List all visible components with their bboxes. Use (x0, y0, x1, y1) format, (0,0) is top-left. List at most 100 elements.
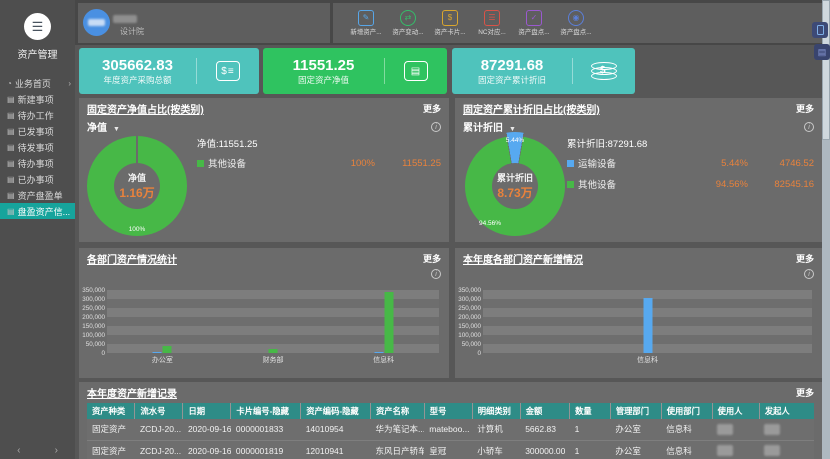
slice-label: 100% (128, 226, 146, 233)
panel-dept-new: 本年度各部门资产新增情况 更多 i 350,000 300,000 250,000 2… (455, 248, 822, 378)
sidebar-item-1[interactable]: ▤ 新建事项 (0, 91, 75, 107)
sidebar-item-2[interactable]: ▤ 待办工作 (0, 107, 75, 123)
column-header: 金额 (519, 403, 570, 419)
more-link[interactable]: 更多 (795, 388, 814, 398)
legend-swatch-icon (567, 159, 574, 167)
green-series-bar[interactable] (384, 292, 394, 353)
toolbar-item-3[interactable]: ☰ NC对应... (471, 9, 513, 37)
more-link[interactable]: 更多 (422, 104, 441, 114)
card-annual-purchase[interactable]: 305662.83 年度资产采购总额 $≡ (79, 48, 259, 94)
pager-next-icon[interactable]: › (54, 445, 58, 456)
sidebar-item-label: 盘盈资产信... (17, 206, 71, 217)
y-axis-tick: 350,000 (458, 287, 481, 294)
toolbar: ✎ 新增资产... ⇄ 资产变动... $ 资产卡片... ☰ NC对应... ✓ 资产盘点...… (333, 3, 822, 43)
y-axis-tick: 300,000 (458, 296, 481, 303)
legend-swatch-icon (197, 159, 204, 167)
green-series-bar[interactable] (268, 349, 278, 353)
sidebar-item-0[interactable]: ◔ 业务首页 › (0, 75, 75, 91)
toolbar-item-label: 资产变动... (392, 28, 424, 36)
donut-depreciation[interactable]: 累计折旧 8.73万 5.44% 94.56% (465, 132, 565, 236)
metric-dropdown[interactable]: 净值 ▼ (87, 123, 120, 134)
blue-series-bar[interactable] (152, 352, 162, 353)
column-header: 卡片编号-隐藏 (230, 403, 301, 419)
metric-dropdown[interactable]: 累计折旧 ▼ (463, 123, 516, 134)
y-axis-tick: 350,000 (82, 287, 105, 294)
card-depreciation[interactable]: 87291.68 固定资产累计折旧 $ (452, 48, 635, 94)
column-header: 型号 (423, 403, 473, 419)
donut-net-value[interactable]: 净值 1.16万 100% (87, 136, 187, 236)
avatar[interactable] (83, 9, 110, 36)
coins-icon: $ (591, 62, 617, 80)
table-cell: 华为笔记本... (370, 419, 425, 441)
more-link[interactable]: 更多 (795, 104, 814, 114)
asset-add-icon: ✎ (358, 9, 374, 26)
more-link[interactable]: 更多 (795, 254, 814, 264)
toolbar-item-1[interactable]: ⇄ 资产变动... (387, 9, 429, 37)
sidebar-item-6[interactable]: ▤ 已办事项 (0, 171, 75, 187)
user-section[interactable]: 设计院 (78, 3, 330, 43)
home-icon: ◔ (7, 78, 12, 88)
column-header: 数量 (569, 403, 611, 419)
y-axis-tick: 150,000 (82, 323, 105, 330)
vertical-scrollbar[interactable] (822, 0, 830, 459)
card-label: 固定资产净值 (297, 74, 349, 85)
bar-group-信息科[interactable] (643, 298, 652, 353)
chevron-down-icon: ▼ (509, 126, 516, 133)
bar-group-信息科[interactable] (374, 292, 394, 353)
donut-center-label: 累计折旧 (496, 173, 533, 183)
scrollbar-thumb[interactable] (822, 0, 830, 140)
card-net-value[interactable]: 11551.25 固定资产净值 ▤ (263, 48, 447, 94)
blue-series-bar[interactable] (643, 298, 652, 353)
chevron-down-icon: ▼ (113, 126, 120, 133)
sidebar-item-7[interactable]: ▤ 资产盘盈单 (0, 187, 75, 203)
table-cell: 办公室 (610, 440, 662, 459)
table-cell: 东风日产轿车 (370, 440, 425, 459)
bar-group-办公室[interactable] (152, 346, 172, 353)
slice-label-blue: 5.44% (505, 137, 525, 144)
green-series-bar[interactable] (162, 346, 172, 353)
table-cell (712, 440, 760, 459)
toolbar-item-4[interactable]: ✓ 资产盘点... (513, 9, 555, 37)
legend-item[interactable]: 运输设备 5.44% 4746.52 (567, 156, 814, 170)
toolbar-item-label: 资产卡片... (434, 28, 466, 36)
toolbar-item-2[interactable]: $ 资产卡片... (429, 9, 471, 37)
sidebar-item-label: 待发事项 (17, 142, 54, 153)
panel-toggle-button[interactable]: ▤ (814, 44, 830, 60)
legend-item[interactable]: 其他设备 100% 11551.25 (197, 156, 441, 170)
pager-prev-icon[interactable]: ‹ (17, 445, 21, 456)
legend: 净值:11551.25 其他设备 100% 11551.25 (197, 136, 441, 177)
sidebar-item-8[interactable]: ▤ 盘盈资产信... (0, 203, 75, 219)
avatar-redacted-text (88, 19, 105, 26)
table-cell: 300000.00 (520, 440, 570, 459)
sidebar-item-label: 新建事项 (17, 94, 54, 105)
toolbar-item-0[interactable]: ✎ 新增资产... (345, 9, 387, 37)
info-icon[interactable]: i (431, 269, 441, 279)
bar-group-财务部[interactable] (268, 349, 278, 353)
table-row[interactable]: 固定资产 ZCDJ-20... 2020-09-16 0000001833 140109… (87, 419, 814, 441)
legend-title: 净值:11551.25 (197, 139, 258, 150)
panel-depreciation: 固定资产累计折旧占比(按类别) 更多 累计折旧 ▼ i 累计折旧 8.73万 5.… (455, 98, 822, 242)
table-cell: 固定资产 (87, 419, 135, 441)
table-cell: ZCDJ-20... (134, 419, 183, 441)
doc-icon: ▤ (7, 110, 15, 120)
username-redacted (113, 15, 137, 23)
more-link[interactable]: 更多 (422, 254, 441, 264)
blue-series-bar[interactable] (374, 352, 384, 353)
table-cell (759, 419, 814, 441)
toolbar-item-5[interactable]: ◉ 资产盘点... (555, 9, 597, 37)
table-row[interactable]: 固定资产 ZCDJ-20... 2020-09-16 0000001819 120109… (87, 440, 814, 459)
info-icon[interactable]: i (804, 269, 814, 279)
inventory-shield-icon: ◉ (568, 9, 584, 26)
topbar: 设计院 ✎ 新增资产... ⇄ 资产变动... $ 资产卡片... ☰ NC对应... ✓ 资产盘… (75, 0, 830, 45)
legend-item[interactable]: 其他设备 94.56% 82545.16 (567, 177, 814, 191)
asset-card-icon: $ (442, 9, 458, 26)
sidebar-item-3[interactable]: ▤ 已发事项 (0, 123, 75, 139)
info-icon[interactable]: i (804, 121, 814, 132)
sidebar-item-4[interactable]: ▤ 待发事项 (0, 139, 75, 155)
info-icon[interactable]: i (431, 121, 441, 132)
mobile-app-button[interactable] (812, 22, 828, 38)
phone-icon (816, 25, 824, 35)
panel-title: 固定资产净值占比(按类别) (87, 105, 204, 116)
sidebar-item-5[interactable]: ▤ 待办事项 (0, 155, 75, 171)
